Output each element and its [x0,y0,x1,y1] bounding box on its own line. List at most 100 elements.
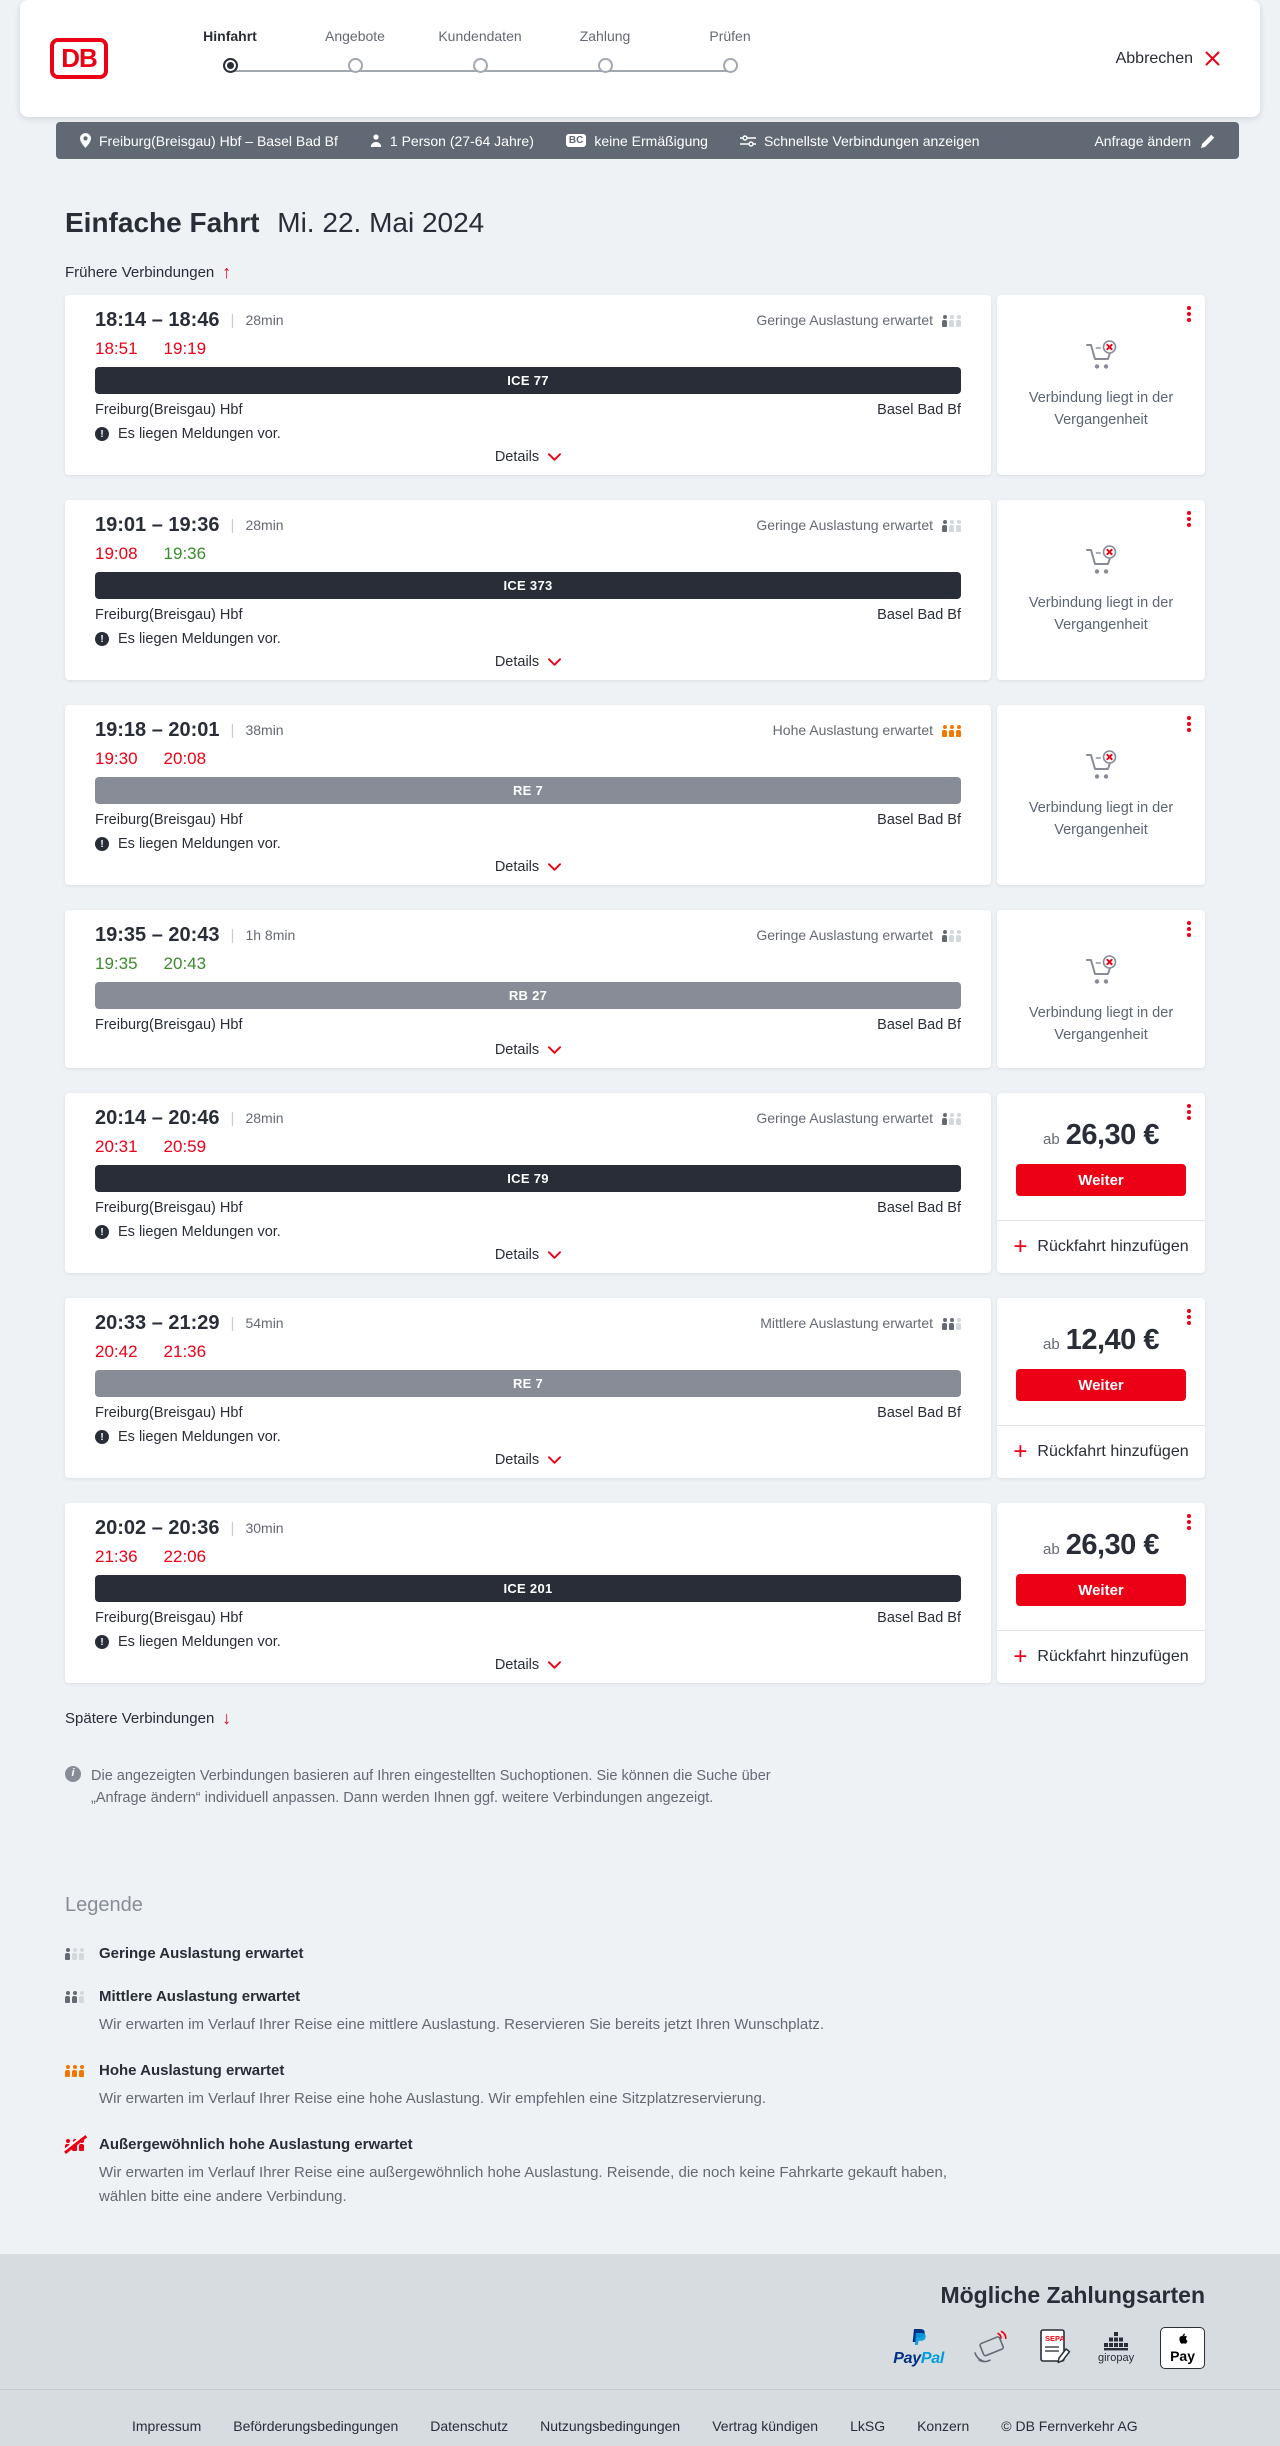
info-note: i Die angezeigten Verbindungen basieren … [65,1765,825,1810]
kebab-menu-button[interactable] [1185,1307,1193,1327]
step-prüfen[interactable]: Prüfen [670,28,790,73]
cancel-button[interactable]: Abbrechen [1116,50,1220,68]
occupancy-indicator: Geringe Auslastung erwartet [756,312,961,328]
arrow-up-icon: ↑ [222,262,232,282]
location-pin-icon [80,133,91,148]
step-angebote[interactable]: Angebote [295,28,415,73]
plus-icon: + [1013,1233,1028,1261]
details-button[interactable]: Details [495,651,562,673]
footer-link-2[interactable]: Beförderungsbedingungen [233,2417,399,2434]
kebab-menu-button[interactable] [1185,919,1193,939]
details-button[interactable]: Details [495,1244,562,1266]
kebab-menu-button[interactable] [1185,1512,1193,1532]
occupancy-label: Geringe Auslastung erwartet [756,517,933,533]
step-hinfahrt[interactable]: Hinfahrt [170,28,290,73]
price-prefix: ab [1043,1131,1060,1148]
duration-label: 54min [245,1315,284,1331]
details-label: Details [494,1452,540,1468]
details-button[interactable]: Details [495,856,562,878]
destination-station: Basel Bad Bf [877,1017,961,1033]
later-connections-button[interactable]: Spätere Verbindungen ↓ [65,1709,231,1727]
occupancy-label: Geringe Auslastung erwartet [756,1110,933,1126]
occupancy-label: Hohe Auslastung erwartet [772,722,933,738]
step-label: Kundendaten [438,28,522,44]
delay-times: 18:51 19:19 [95,339,961,359]
origin-station: Freiburg(Breisgau) Hbf [95,402,243,418]
apple-logo-icon [1179,2333,1188,2344]
connection-action-panel: ab 12,40 € Weiter + Rückfahrt hinzufügen [997,1298,1205,1478]
footer: Impressum Beförderungsbedingungen Datensch… [0,2388,1280,2434]
legend-item-title: Geringe Auslastung erwartet [99,1944,304,1962]
footer-link-4[interactable]: Nutzungsbedingungen [540,2417,681,2434]
add-return-button[interactable]: + Rückfahrt hinzufügen [997,1426,1205,1478]
connection-card: 19:01 – 19:36 | 28min Geringe Auslastung… [65,500,991,680]
db-logo[interactable]: DB [50,38,108,79]
occupancy-indicator: Mittlere Auslastung erwartet [760,1315,961,1331]
duration-label: 28min [245,517,284,533]
alert-icon: ! [95,427,109,441]
page-title: Einfache Fahrt Mi. 22. Mai 2024 [65,207,1205,239]
passengers-label: 1 Person (27-64 Jahre) [389,132,534,149]
train-label: RB 27 [508,988,548,1003]
delayed-arrival-time: 20:43 [163,954,207,973]
connection-row: 19:18 – 20:01 | 38min Hohe Auslastung er… [65,705,1205,885]
step-kundendaten[interactable]: Kundendaten [420,28,540,73]
train-line-bar[interactable]: ICE 77 [95,367,961,394]
kebab-menu-button[interactable] [1185,1102,1193,1122]
pencil-icon [1201,134,1215,148]
step-zahlung[interactable]: Zahlung [545,28,665,73]
times-label: 19:35 – 20:43 [95,923,220,946]
train-line-bar[interactable]: RE 7 [95,1370,961,1397]
earlier-connections-button[interactable]: Frühere Verbindungen ↑ [65,263,231,281]
destination-station: Basel Bad Bf [877,812,961,828]
cancel-label: Abbrechen [1115,49,1193,67]
add-return-button[interactable]: + Rückfahrt hinzufügen [997,1221,1205,1273]
messages-note: ! Es liegen Meldungen vor. [95,836,961,852]
train-line-bar[interactable]: ICE 79 [95,1165,961,1192]
weiter-button[interactable]: Weiter [1016,1574,1186,1606]
change-request-button[interactable]: Anfrage ändern [1094,133,1215,149]
giropay-icon: giropay [1098,2331,1134,2364]
step-dot-icon [597,58,613,73]
details-label: Details [494,449,540,465]
train-line-bar[interactable]: RB 27 [95,982,961,1009]
kebab-menu-button[interactable] [1185,304,1193,324]
footer-link-6[interactable]: LkSG [850,2417,886,2434]
bottom-band: Mögliche Zahlungsarten PayPal [0,2253,1280,2446]
occupancy-icon [942,314,961,327]
weiter-button[interactable]: Weiter [1016,1369,1186,1401]
train-line-bar[interactable]: RE 7 [95,777,961,804]
step-dot-icon [722,58,738,73]
kebab-menu-button[interactable] [1185,509,1193,529]
legend-item-title: Hohe Auslastung erwartet [99,2062,285,2080]
discount-summary: BC keine Ermäßigung [565,133,708,149]
footer-link-3[interactable]: Datenschutz [430,2417,509,2434]
train-line-bar[interactable]: ICE 373 [95,572,961,599]
details-button[interactable]: Details [495,1654,562,1676]
destination-station: Basel Bad Bf [877,607,961,623]
past-connection-block: Verbindung liegt in der Vergangenheit [997,295,1205,432]
delayed-arrival-time: 19:36 [163,544,207,563]
alert-icon: ! [95,837,109,851]
details-button[interactable]: Details [494,446,562,468]
train-line-bar[interactable]: ICE 201 [95,1575,961,1602]
footer-link-5[interactable]: Vertrag kündigen [712,2417,819,2434]
price-block: ab 26,30 € Weiter [997,1093,1205,1221]
footer-link-7[interactable]: Konzern [917,2417,970,2434]
delayed-arrival-time: 22:06 [163,1547,207,1566]
details-button[interactable]: Details [495,1039,562,1061]
panel-divider [997,1630,1205,1631]
delayed-arrival-time: 21:36 [163,1342,207,1361]
weiter-button[interactable]: Weiter [1016,1164,1186,1196]
footer-link-1[interactable]: Impressum [132,2417,202,2434]
header: DB Hinfahrt Angebote Kundendaten Zahlung Prü… [20,0,1260,117]
main-content: Einfache Fahrt Mi. 22. Mai 2024 Frühere … [0,207,1280,1810]
add-return-button[interactable]: + Rückfahrt hinzufügen [997,1631,1205,1683]
kebab-menu-button[interactable] [1185,714,1193,734]
details-button[interactable]: Details [494,1449,562,1471]
delay-times: 19:30 20:08 [95,749,961,769]
legend-section: Legende Geringe Auslastung erwartet Mittl… [0,1894,1280,2208]
occupancy-label: Geringe Auslastung erwartet [756,312,933,328]
later-connections-label: Spätere Verbindungen [65,1709,215,1727]
chevron-down-icon [548,1456,562,1464]
